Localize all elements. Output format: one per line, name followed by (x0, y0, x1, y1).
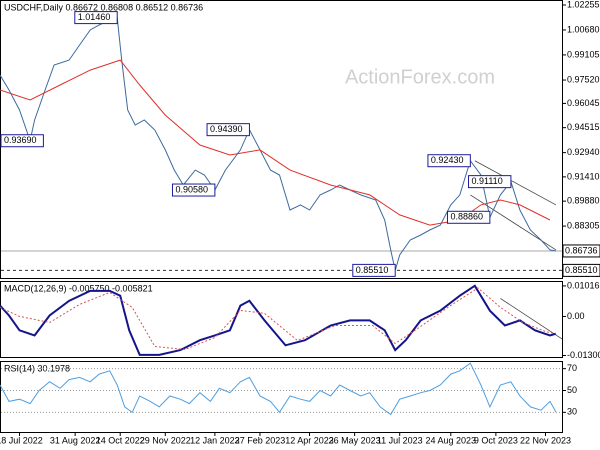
y-tick-label: 0.99105 (567, 49, 600, 59)
y-tick-label: 50 (567, 385, 577, 395)
panel-title: USDCHF,Daily 0.86672 0.86808 0.86512 0.8… (4, 2, 203, 12)
series-line (0, 287, 557, 351)
price-annotation-label: 0.91110 (472, 176, 503, 186)
price-annotation-label: 1.01460 (78, 12, 111, 22)
price-annotation-box (427, 154, 471, 168)
x-tick-label: 27 Feb 2023 (235, 435, 286, 445)
x-tick-label: 22 Nov 2023 (520, 435, 571, 445)
price-annotation-label: 0.93690 (4, 135, 37, 145)
price-annotation-label: 0.94390 (210, 124, 243, 134)
trendline (474, 160, 557, 206)
last-price-label: 0.86736 (565, 245, 598, 255)
panel-title: MACD(12,26,9) -0.005750 -0.005821 (4, 283, 153, 293)
x-tick-label: 31 Aug 2022 (50, 435, 101, 445)
panel-frame (0, 361, 563, 433)
y-tick-label: 0.88305 (567, 220, 600, 230)
price-annotation-box (171, 183, 216, 197)
y-tick-label: 0.97520 (567, 74, 600, 84)
watermark: ActionForex.com (345, 66, 495, 88)
y-tick-label: 0.89880 (567, 196, 600, 206)
y-tick-label: 30 (567, 407, 577, 417)
price-annotation-label: 0.90580 (175, 184, 208, 194)
price-annotation-box (74, 11, 118, 25)
x-tick-label: 9 Oct 2023 (474, 435, 518, 445)
x-tick-label: 12 Jan 2023 (190, 435, 240, 445)
price-annotation-box (0, 134, 44, 148)
y-tick-label: 0.00 (567, 311, 585, 321)
y-tick-label: -0.013006 (567, 350, 600, 360)
y-tick-label: 0.92940 (567, 147, 600, 157)
y-tick-label: 70 (567, 363, 577, 373)
series-line (0, 284, 557, 356)
price-annotation-box (468, 175, 512, 189)
y-tick-label: 1.00680 (567, 24, 600, 34)
y-tick-label: 0.94515 (567, 122, 600, 132)
price-annotation-label: 0.92430 (431, 155, 464, 165)
x-tick-label: 11 Jul 2023 (377, 435, 423, 445)
series-line (0, 16, 557, 271)
y-tick-label: 1.02255 (567, 0, 600, 9)
y-tick-label: 0.010166 (567, 280, 600, 290)
x-tick-label: 24 Aug 2023 (426, 435, 477, 445)
y-tick-label: 0.96045 (567, 98, 600, 108)
price-annotation-box (446, 210, 491, 224)
trendline (500, 298, 563, 340)
last-price-tag (562, 244, 600, 258)
price-annotation-label: 0.88860 (450, 212, 483, 222)
series-line (0, 362, 557, 416)
x-tick-label: 12 Apr 2023 (285, 435, 334, 445)
support-label: 0.85510 (565, 265, 598, 275)
support-tag (562, 263, 600, 277)
x-tick-label: 18 Jul 2022 (0, 435, 43, 445)
y-tick-label: 0.91410 (567, 171, 600, 181)
x-tick-label: 26 May 2023 (329, 435, 381, 445)
price-annotation-box (352, 263, 396, 277)
price-annotation-label: 0.85510 (356, 265, 389, 275)
price-annotation-box (206, 123, 250, 137)
panel-frame (0, 281, 563, 358)
x-tick-label: 29 Nov 2022 (140, 435, 191, 445)
x-tick-label: 14 Oct 2022 (96, 435, 145, 445)
series-line (0, 59, 551, 226)
